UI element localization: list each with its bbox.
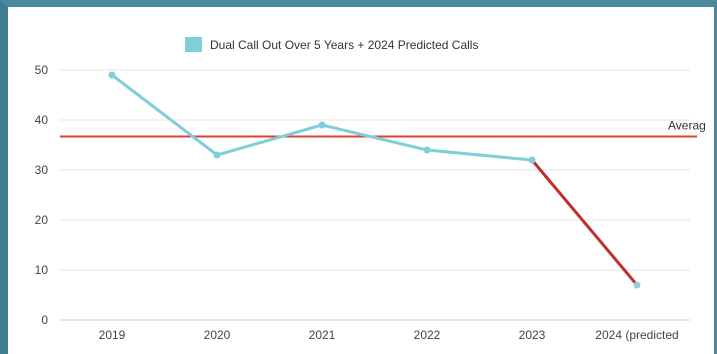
data-point [423, 146, 431, 154]
x-axis-ticks: 2019 2020 2021 2022 2023 2024 (predicted [99, 328, 679, 342]
average-label: Averag [668, 119, 706, 133]
x-tick-label: 2022 [414, 328, 441, 342]
x-tick-label: 2024 (predicted [595, 328, 678, 342]
y-tick-label: 10 [35, 263, 49, 277]
data-point [213, 151, 221, 159]
data-point [633, 281, 641, 289]
y-tick-label: 0 [41, 313, 48, 327]
data-point [318, 121, 326, 129]
x-tick-label: 2020 [204, 328, 231, 342]
x-tick-label: 2019 [99, 328, 126, 342]
y-tick-label: 40 [35, 113, 49, 127]
x-tick-label: 2021 [309, 328, 336, 342]
data-point [528, 156, 536, 164]
series-line [111, 73, 533, 162]
x-tick-label: 2023 [519, 328, 546, 342]
y-tick-label: 30 [35, 163, 49, 177]
data-points [108, 71, 641, 289]
legend-swatch [185, 37, 202, 52]
chart-frame-right-edge [714, 0, 717, 354]
y-tick-label: 20 [35, 213, 49, 227]
prediction-line [530, 159, 639, 286]
legend-label: Dual Call Out Over 5 Years + 2024 Predic… [210, 38, 478, 52]
y-axis-ticks: 0 10 20 30 40 50 [35, 63, 49, 327]
legend: Dual Call Out Over 5 Years + 2024 Predic… [185, 37, 478, 52]
gridlines [60, 69, 690, 321]
y-tick-label: 50 [35, 63, 49, 77]
data-point [108, 71, 116, 79]
